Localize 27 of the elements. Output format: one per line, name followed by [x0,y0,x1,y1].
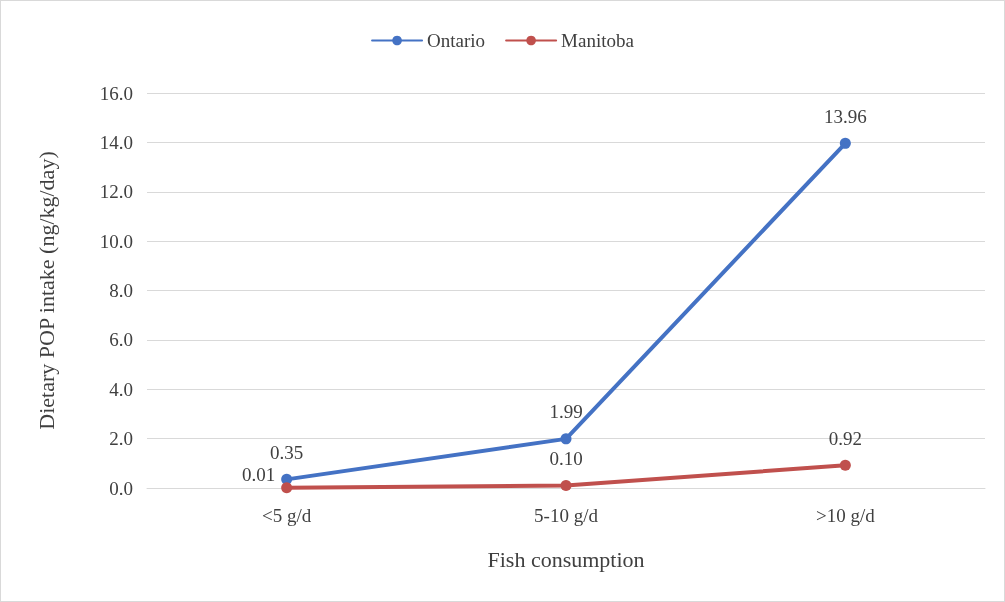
legend-label: Manitoba [561,30,635,51]
data-label: 0.35 [270,441,304,463]
data-label: 13.96 [823,105,867,127]
y-tick-label: 16.0 [99,82,133,104]
y-tick-label: 4.0 [109,378,133,400]
x-tick-label: >10 g/d [815,505,876,526]
data-label: 0.01 [241,463,276,485]
data-label: 1.99 [549,401,583,423]
point [839,137,851,149]
point [281,482,293,494]
data-label: 0.10 [549,448,583,470]
legend-label: Ontario [427,30,486,51]
y-tick-label: 6.0 [109,329,133,351]
point [560,433,572,445]
data-label: 0.92 [828,427,862,449]
y-tick-label: 10.0 [99,230,133,252]
y-tick-label: 0.0 [109,477,133,499]
x-tick-label: <5 g/d [262,505,312,526]
x-tick-label: 5-10 g/d [534,505,599,526]
point [560,480,572,492]
y-tick-label: 14.0 [99,131,133,153]
y-tick-label: 8.0 [109,280,133,301]
y-tick-label: 2.0 [109,428,133,450]
point [839,459,851,471]
y-tick-label: 12.0 [99,181,133,203]
x-axis-title: Fish consumption [487,546,645,572]
y-axis-title: Dietary POP intake (ng/kg/day) [33,151,59,430]
